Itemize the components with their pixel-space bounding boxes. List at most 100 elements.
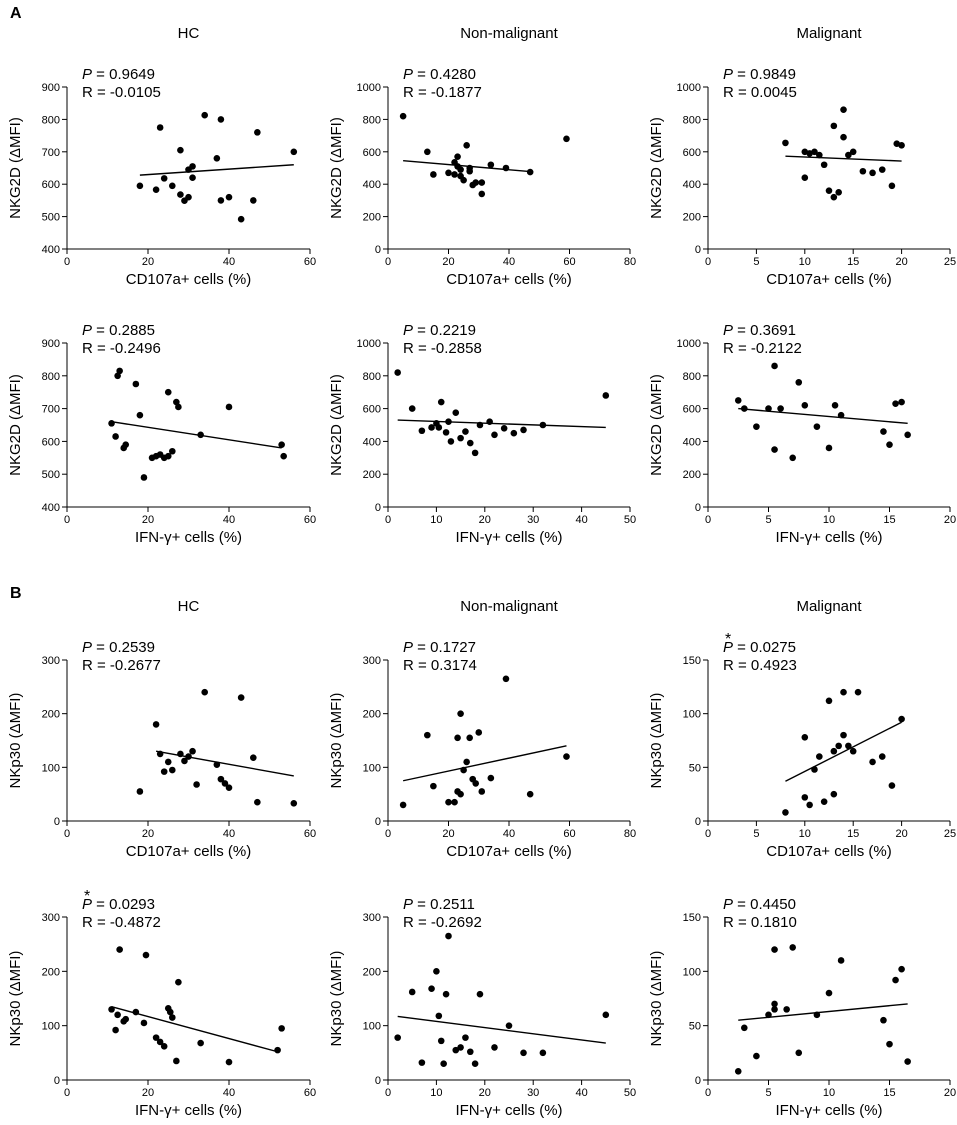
data-point xyxy=(500,424,508,432)
regression-line xyxy=(402,745,567,782)
chart-b2: 0 20 40 60 80 0 100 200 300 CD107a+ cells (%) NKp3… xyxy=(328,598,636,860)
p-value-text: = 0.9849 xyxy=(733,66,796,83)
x-tick-label: 5 xyxy=(765,1087,771,1099)
chart-a1: 0 20 40 60 400 500 600 700 800 900 CD107a+ cells (… xyxy=(7,25,316,288)
data-point xyxy=(825,697,833,705)
data-point xyxy=(250,754,257,761)
data-point xyxy=(502,675,510,683)
data-point xyxy=(454,153,461,160)
data-point xyxy=(217,197,225,204)
data-point xyxy=(880,1016,887,1024)
p-value: P = 0.2219 xyxy=(403,322,476,339)
data-point xyxy=(771,446,778,453)
regression-line xyxy=(738,1003,908,1021)
data-point xyxy=(457,434,464,442)
x-tick-label: 20 xyxy=(479,1087,491,1099)
y-tick-label: 400 xyxy=(683,436,701,448)
chart-title: Malignant xyxy=(796,25,862,42)
regression-line xyxy=(111,1005,278,1053)
data-point xyxy=(840,688,847,696)
y-axis-label: NKG2D (ΔMFI) xyxy=(7,117,24,219)
data-point xyxy=(526,790,534,798)
regression-line xyxy=(155,750,294,777)
data-point xyxy=(825,444,833,452)
r-value: R = -0.2677 xyxy=(82,657,161,674)
x-tick-label: 0 xyxy=(385,828,391,840)
p-symbol: P xyxy=(82,639,92,656)
data-point xyxy=(460,176,467,184)
y-tick-label: 0 xyxy=(375,502,381,514)
p-value-text: = 0.2885 xyxy=(92,322,155,339)
data-point xyxy=(837,957,845,964)
chart-b5: 0 10 20 30 40 50 0 100 200 300 IFN-γ+ cells (%) NKp… xyxy=(328,896,636,1119)
x-tick-label: 30 xyxy=(527,1087,539,1099)
p-value: P = 0.0293 xyxy=(82,896,155,913)
data-point xyxy=(789,944,796,951)
data-point xyxy=(394,369,401,376)
data-point xyxy=(454,734,461,742)
y-axis-label: NKp30 (ΔMFI) xyxy=(328,951,345,1047)
data-point xyxy=(166,1008,174,1016)
data-point xyxy=(440,1060,447,1067)
y-tick-label: 150 xyxy=(683,912,701,924)
p-value: P = 0.2511 xyxy=(403,896,475,913)
x-tick-label: 15 xyxy=(847,828,859,840)
x-tick-label: 40 xyxy=(503,256,515,268)
data-point xyxy=(418,427,426,435)
chart-a5: 0 10 20 30 40 50 0 200 400 600 800 1000 IFN-γ+ cells… xyxy=(328,322,636,546)
data-point xyxy=(225,1058,233,1066)
regression-line xyxy=(785,721,902,782)
data-point xyxy=(430,171,437,178)
chart-title: Malignant xyxy=(796,598,862,615)
x-tick-label: 30 xyxy=(527,514,539,526)
data-point xyxy=(457,1044,464,1051)
x-tick-label: 20 xyxy=(142,1087,154,1099)
x-tick-label: 0 xyxy=(705,256,711,268)
panel-label-a: A xyxy=(10,5,22,22)
data-point xyxy=(835,189,842,196)
data-point xyxy=(280,452,287,460)
data-point xyxy=(801,794,809,801)
data-point xyxy=(457,710,464,717)
data-point xyxy=(394,1034,401,1041)
data-point xyxy=(164,452,172,460)
x-tick-label: 40 xyxy=(503,828,515,840)
data-point xyxy=(290,148,298,156)
y-tick-label: 600 xyxy=(42,179,60,191)
y-tick-label: 700 xyxy=(42,404,60,416)
data-point xyxy=(563,135,570,143)
x-tick-label: 60 xyxy=(563,828,575,840)
p-value-text: = 0.4450 xyxy=(733,896,796,913)
data-point xyxy=(476,421,484,429)
y-tick-label: 200 xyxy=(42,709,60,721)
p-value-text: = 0.2539 xyxy=(92,639,155,656)
x-tick-label: 80 xyxy=(624,256,636,268)
p-value: P = 0.3691 xyxy=(723,322,796,339)
data-point xyxy=(177,750,184,758)
data-point xyxy=(278,1025,285,1032)
data-point xyxy=(505,1022,513,1029)
regression-line xyxy=(738,407,908,425)
chart-a4: 0 20 40 60 400 500 600 700 800 900 IFN-γ+ cells (%… xyxy=(7,322,316,546)
data-point xyxy=(463,758,470,766)
data-point xyxy=(278,441,285,448)
y-tick-label: 200 xyxy=(42,966,60,978)
p-symbol: P xyxy=(723,322,733,339)
x-tick-label: 40 xyxy=(223,828,235,840)
y-tick-label: 400 xyxy=(363,436,381,448)
p-value: P = 0.9649 xyxy=(82,66,155,83)
data-point xyxy=(510,429,518,437)
data-point xyxy=(813,1011,821,1019)
r-value: R = 0.4923 xyxy=(723,657,797,674)
y-tick-label: 50 xyxy=(689,762,701,774)
data-point xyxy=(886,441,893,448)
x-tick-label: 10 xyxy=(799,828,811,840)
x-tick-label: 15 xyxy=(883,514,895,526)
data-point xyxy=(539,421,547,429)
data-point xyxy=(156,1038,164,1046)
x-tick-label: 25 xyxy=(944,256,956,268)
chart-b6: 0 5 10 15 20 0 50 100 150 IFN-γ+ cells (%) NKp30 (… xyxy=(648,896,956,1119)
data-point xyxy=(132,380,140,388)
p-value-text: = 0.0275 xyxy=(733,639,796,656)
data-point xyxy=(820,161,828,169)
